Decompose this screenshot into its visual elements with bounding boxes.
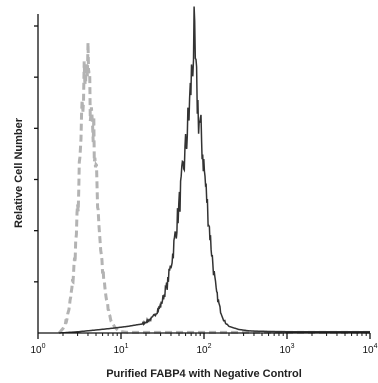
y-axis-title: Relative Cell Number [13,117,25,228]
x-tick-label: 100 [30,343,45,356]
x-tick-label: 103 [279,343,294,356]
tick-layer: 100 101 102 103 104 [30,25,378,356]
x-axis-title: Purified FABP4 with Negative Control [106,368,302,380]
x-tick-label: 102 [196,343,211,356]
x-tick-label: 101 [113,343,128,356]
fabp4-histogram [59,6,370,334]
x-tick-label: 104 [362,343,377,356]
series-layer [57,6,370,334]
negative-control-histogram [57,42,370,334]
